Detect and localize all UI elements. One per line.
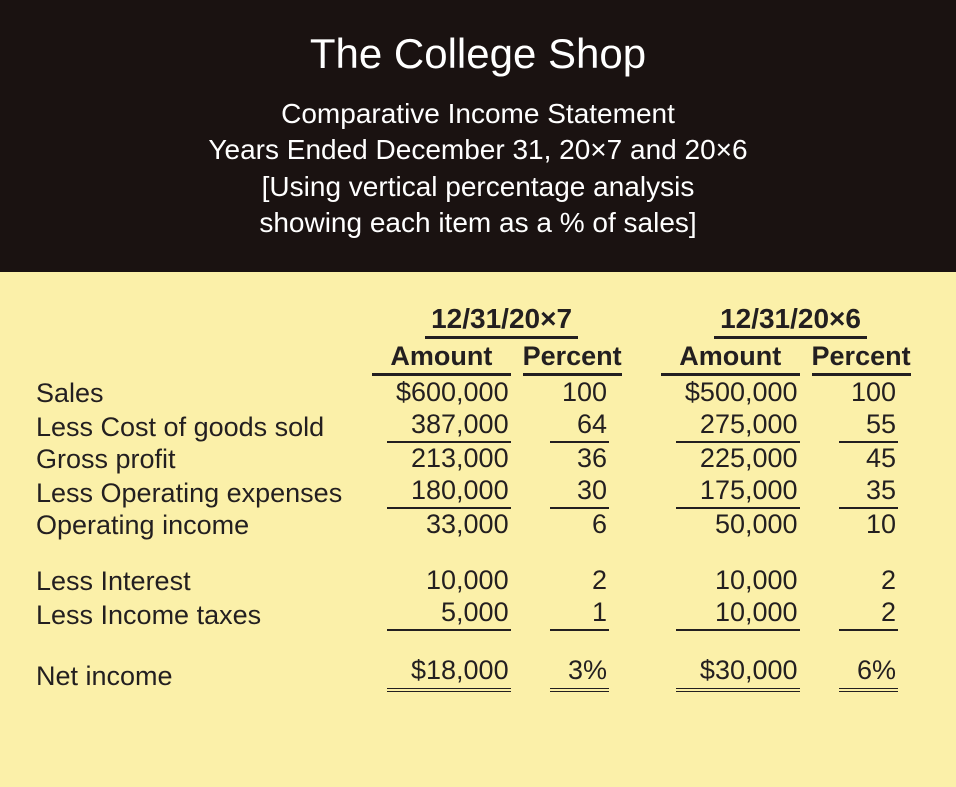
col-percent-2: Percent — [806, 340, 926, 377]
year2-header: 12/31/20×6 — [655, 302, 926, 340]
percent-year1: 6 — [517, 509, 637, 541]
row-label: Gross profit — [30, 443, 366, 475]
subtitle-line: Years Ended December 31, 20×7 and 20×6 — [20, 132, 936, 168]
percent-year2: 35 — [806, 475, 926, 509]
percent-year2: 6% — [806, 655, 926, 692]
table-row — [30, 631, 926, 655]
row-label: Operating income — [30, 509, 366, 541]
amount-year1: 5,000 — [366, 597, 516, 631]
percent-year1: 36 — [517, 443, 637, 475]
col-amount-1: Amount — [366, 340, 516, 377]
percent-year2: 2 — [806, 597, 926, 631]
table-row: Operating income33,0006 50,00010 — [30, 509, 926, 541]
amount-year1: $600,000 — [366, 377, 516, 409]
amount-year2: 10,000 — [655, 597, 805, 631]
row-label: Less Income taxes — [30, 597, 366, 631]
percent-year1: 1 — [517, 597, 637, 631]
percent-year1: 100 — [517, 377, 637, 409]
table-row: Gross profit213,00036 225,00045 — [30, 443, 926, 475]
row-label: Less Interest — [30, 565, 366, 597]
amount-year2: 175,000 — [655, 475, 805, 509]
subtitle-line: showing each item as a % of sales] — [20, 205, 936, 241]
table-row: Sales$600,000100$500,000100 — [30, 377, 926, 409]
percent-year1: 30 — [517, 475, 637, 509]
table-row: Less Income taxes5,0001 10,0002 — [30, 597, 926, 631]
column-header-row: Amount Percent Amount Percent — [30, 340, 926, 377]
row-label: Less Cost of goods sold — [30, 409, 366, 443]
year1-header: 12/31/20×7 — [366, 302, 637, 340]
subtitle-line: Comparative Income Statement — [20, 96, 936, 132]
table-row: Less Interest10,000210,0002 — [30, 565, 926, 597]
percent-year1: 2 — [517, 565, 637, 597]
row-label: Sales — [30, 377, 366, 409]
row-label: Less Operating expenses — [30, 475, 366, 509]
row-label: Net income — [30, 655, 366, 692]
percent-year1: 64 — [517, 409, 637, 443]
amount-year1: 10,000 — [366, 565, 516, 597]
amount-year2: 10,000 — [655, 565, 805, 597]
amount-year2: 275,000 — [655, 409, 805, 443]
table-row: Less Operating expenses180,00030 175,0003… — [30, 475, 926, 509]
amount-year1: 180,000 — [366, 475, 516, 509]
statement-header: The College Shop Comparative Income Stat… — [0, 0, 956, 272]
amount-year2: 225,000 — [655, 443, 805, 475]
table-body: Sales$600,000100$500,000100Less Cost of … — [30, 377, 926, 692]
amount-year1: 33,000 — [366, 509, 516, 541]
company-title: The College Shop — [20, 30, 936, 78]
table-row: Net income$18,0003% $30,0006% — [30, 655, 926, 692]
amount-year1: 213,000 — [366, 443, 516, 475]
amount-year1: $18,000 — [366, 655, 516, 692]
income-statement: The College Shop Comparative Income Stat… — [0, 0, 956, 787]
percent-year2: 55 — [806, 409, 926, 443]
percent-year2: 10 — [806, 509, 926, 541]
subtitle-line: [Using vertical percentage analysis — [20, 169, 936, 205]
col-percent-1: Percent — [517, 340, 637, 377]
amount-year2: $500,000 — [655, 377, 805, 409]
table-row — [30, 541, 926, 565]
income-table: 12/31/20×7 12/31/20×6 Amount Percent Amo… — [30, 302, 926, 692]
percent-year1: 3% — [517, 655, 637, 692]
percent-year2: 100 — [806, 377, 926, 409]
table-row: Less Cost of goods sold387,00064 275,0005… — [30, 409, 926, 443]
percent-year2: 45 — [806, 443, 926, 475]
statement-body: 12/31/20×7 12/31/20×6 Amount Percent Amo… — [0, 272, 956, 787]
amount-year2: 50,000 — [655, 509, 805, 541]
col-amount-2: Amount — [655, 340, 805, 377]
year-header-row: 12/31/20×7 12/31/20×6 — [30, 302, 926, 340]
percent-year2: 2 — [806, 565, 926, 597]
amount-year2: $30,000 — [655, 655, 805, 692]
amount-year1: 387,000 — [366, 409, 516, 443]
statement-subtitle: Comparative Income Statement Years Ended… — [20, 96, 936, 242]
